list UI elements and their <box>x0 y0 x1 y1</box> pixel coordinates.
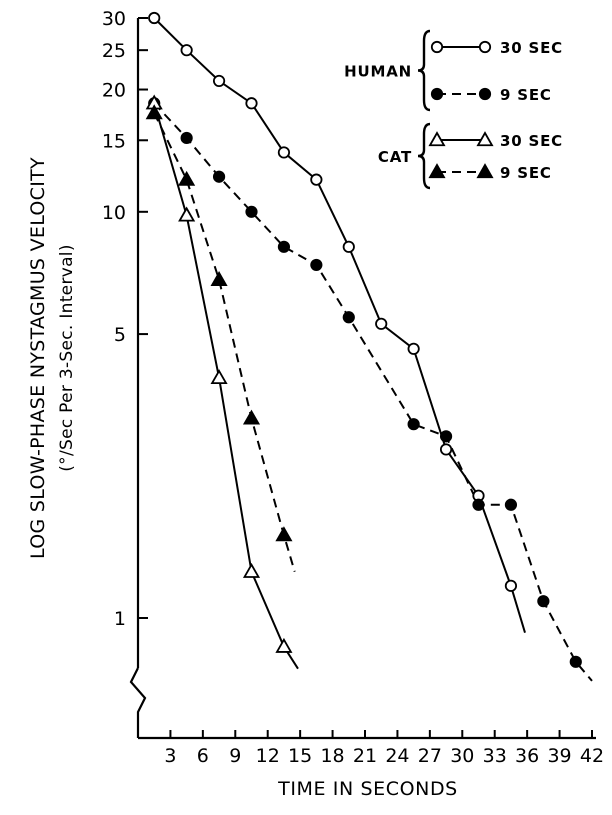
legend-marker-2 <box>428 131 446 147</box>
x-axis-title: TIME IN SECONDS <box>277 778 458 800</box>
legend-label-1: 9 SEC <box>500 86 552 104</box>
series-markers <box>145 11 582 668</box>
legend-marker-0 <box>430 40 444 54</box>
data-point-1-12 <box>569 655 582 668</box>
y-tick-label: 25 <box>102 40 126 62</box>
data-point-1-4 <box>277 240 291 253</box>
data-point-3-1 <box>178 170 196 186</box>
data-point-3-3 <box>242 409 261 425</box>
data-point-1-8 <box>439 430 453 443</box>
data-point-1-1 <box>180 131 193 145</box>
data-point-1-7 <box>407 418 420 431</box>
data-point-1-5 <box>310 258 323 272</box>
y-axis-break <box>129 667 147 738</box>
data-point-0-0 <box>148 11 161 25</box>
series-lines <box>153 17 593 682</box>
x-tick-label: 30 <box>450 745 474 767</box>
x-tick-label: 24 <box>385 745 409 767</box>
data-point-1-10 <box>504 498 518 511</box>
y-axis-subtitle: (°/Sec Per 3-Sec. Interval) <box>57 244 77 472</box>
x-tick-label: 21 <box>353 745 377 767</box>
x-tick-label: 36 <box>515 745 539 767</box>
legend: 30 SEC 9 SEC 30 SEC 9 SEC HUMAN CAT <box>344 29 563 190</box>
axes <box>129 17 596 740</box>
y-tick-label: 15 <box>102 130 126 152</box>
legend-label-3: 9 SEC <box>500 164 552 182</box>
series-line-3 <box>153 112 296 572</box>
data-point-1-3 <box>245 205 258 218</box>
legend-marker-3 <box>428 163 446 179</box>
x-tick-label: 6 <box>197 745 209 767</box>
x-tick-label: 33 <box>483 745 507 767</box>
legend-group-label-0: HUMAN <box>344 63 412 81</box>
data-point-3-0 <box>145 104 163 120</box>
x-tick-label: 27 <box>418 745 442 767</box>
x-tick-label: 3 <box>164 745 176 767</box>
legend-group-label-1: CAT <box>378 148 412 166</box>
data-point-0-7 <box>375 317 388 330</box>
y-tick-label: 20 <box>102 80 126 102</box>
x-tick-label: 39 <box>547 745 571 767</box>
data-point-2-1 <box>178 206 196 222</box>
data-point-2-2 <box>210 369 228 385</box>
y-tick-label: 30 <box>102 8 126 30</box>
data-point-3-4 <box>275 526 293 542</box>
x-tick-label: 12 <box>256 745 280 767</box>
legend-label-0: 30 SEC <box>500 39 563 57</box>
legend-marker-3 <box>476 163 494 179</box>
data-point-1-2 <box>212 170 226 183</box>
data-point-0-4 <box>277 146 291 159</box>
legend-marker-2 <box>476 131 494 147</box>
data-point-1-6 <box>342 311 355 324</box>
data-point-3-2 <box>210 271 228 286</box>
legend-marker-1 <box>478 87 492 101</box>
data-point-0-2 <box>212 74 226 88</box>
series-line-1 <box>153 102 593 682</box>
y-axis-title: LOG SLOW-PHASE NYSTAGMUS VELOCITY <box>27 157 49 559</box>
series-line-2 <box>153 103 299 670</box>
x-tick-label: 15 <box>288 745 312 767</box>
data-point-1-11 <box>537 595 550 608</box>
data-point-2-4 <box>275 637 293 653</box>
legend-label-2: 30 SEC <box>500 132 563 150</box>
data-point-0-9 <box>439 443 453 456</box>
x-tick-label: 9 <box>229 745 241 767</box>
data-point-0-11 <box>504 579 518 592</box>
y-tick-label: 5 <box>114 324 126 346</box>
y-tick-label: 1 <box>114 608 126 630</box>
data-point-0-3 <box>245 97 258 110</box>
legend-brace-1 <box>417 122 431 190</box>
series-line-0 <box>153 17 526 633</box>
x-tick-label: 42 <box>580 745 604 767</box>
x-tick-label: 18 <box>320 745 344 767</box>
data-point-1-9 <box>472 498 485 511</box>
data-point-0-6 <box>342 240 355 253</box>
legend-marker-1 <box>430 87 444 101</box>
y-tick-label: 10 <box>102 202 126 224</box>
data-point-0-8 <box>407 342 420 355</box>
data-point-0-1 <box>180 44 193 57</box>
data-point-2-3 <box>242 562 261 578</box>
legend-marker-0 <box>478 40 492 54</box>
data-point-0-5 <box>310 173 323 186</box>
legend-brace-0 <box>417 29 431 112</box>
